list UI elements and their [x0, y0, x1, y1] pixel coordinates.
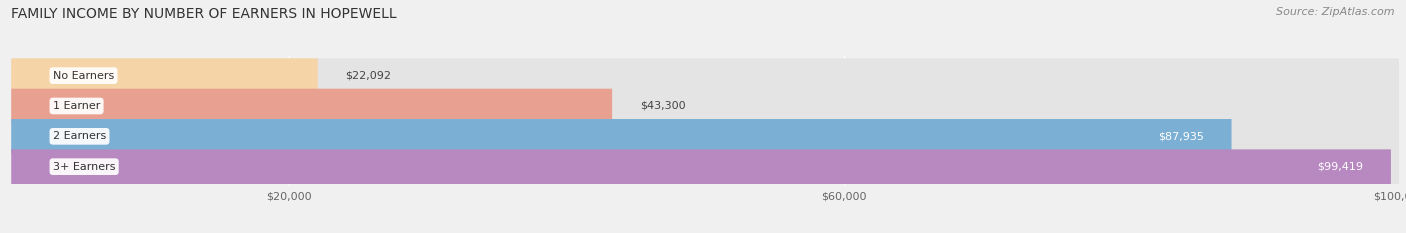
Text: $22,092: $22,092	[346, 71, 392, 81]
Text: 3+ Earners: 3+ Earners	[53, 162, 115, 172]
FancyBboxPatch shape	[11, 58, 318, 93]
Text: $43,300: $43,300	[640, 101, 686, 111]
Text: $99,419: $99,419	[1317, 162, 1364, 172]
FancyBboxPatch shape	[11, 149, 1391, 184]
Text: No Earners: No Earners	[53, 71, 114, 81]
Text: $87,935: $87,935	[1159, 131, 1204, 141]
FancyBboxPatch shape	[11, 119, 1399, 154]
FancyBboxPatch shape	[11, 89, 1399, 123]
FancyBboxPatch shape	[11, 149, 1399, 184]
FancyBboxPatch shape	[11, 58, 1399, 93]
Text: FAMILY INCOME BY NUMBER OF EARNERS IN HOPEWELL: FAMILY INCOME BY NUMBER OF EARNERS IN HO…	[11, 7, 396, 21]
Text: Source: ZipAtlas.com: Source: ZipAtlas.com	[1277, 7, 1395, 17]
FancyBboxPatch shape	[11, 89, 612, 123]
Text: 2 Earners: 2 Earners	[53, 131, 105, 141]
Text: 1 Earner: 1 Earner	[53, 101, 100, 111]
FancyBboxPatch shape	[11, 119, 1232, 154]
